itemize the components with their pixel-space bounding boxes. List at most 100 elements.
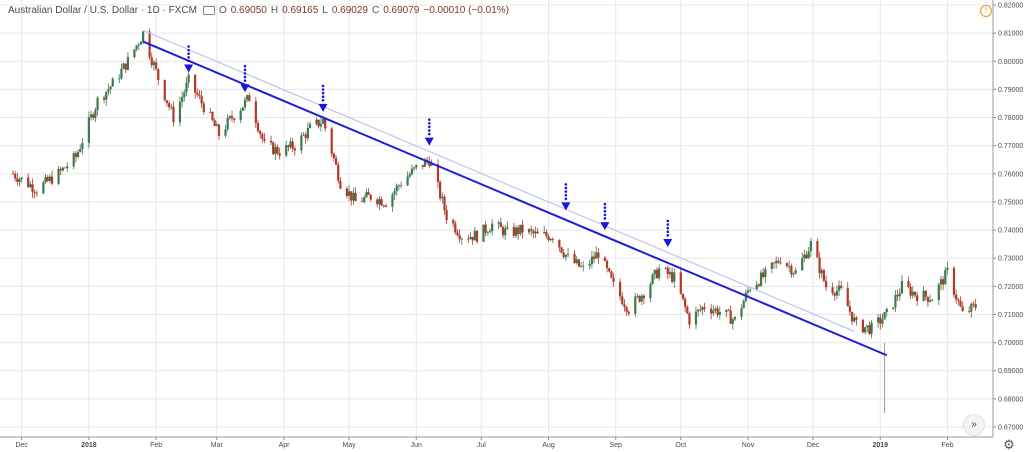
candle-body	[944, 269, 947, 285]
candle-body	[391, 194, 394, 207]
candle-body	[430, 164, 433, 166]
candle-body	[634, 296, 637, 314]
candle-body	[833, 293, 836, 296]
candle-body	[350, 191, 353, 201]
scroll-right-icon[interactable]: »	[963, 414, 985, 436]
candle-body	[384, 205, 388, 207]
candle-body	[627, 311, 630, 314]
candle-body	[638, 295, 641, 302]
candle-body	[603, 257, 607, 261]
candle-body	[484, 224, 487, 233]
eye-icon[interactable]	[202, 6, 215, 15]
candle-body	[922, 290, 925, 301]
candle-body	[651, 274, 654, 285]
candle-body	[269, 140, 273, 143]
candle-body	[248, 95, 251, 102]
candle-body	[688, 313, 691, 325]
candle-body	[666, 267, 669, 275]
time-axis[interactable]: Dec 2018 Feb Mar Apr May Jun Jul Aug Sep Oct Nov Dec…	[0, 436, 993, 449]
candle-body	[718, 312, 721, 315]
candle-body	[770, 262, 773, 269]
candle-body	[911, 291, 914, 296]
candle-body	[668, 272, 672, 275]
gear-icon[interactable]: ⚙	[1003, 437, 1015, 452]
candle-body	[694, 311, 698, 325]
candle-body	[885, 308, 888, 313]
candle-body	[66, 166, 69, 169]
candle-body	[31, 184, 34, 193]
candle-body	[170, 106, 173, 108]
low-label: L	[322, 5, 328, 16]
candle-body	[822, 270, 825, 281]
candle-body	[181, 97, 184, 102]
candle-body	[592, 256, 596, 259]
candle-body	[870, 322, 873, 334]
candle-body	[196, 92, 199, 95]
candle-body	[551, 238, 554, 240]
x-tick-label: Jul	[477, 442, 486, 449]
candle-body	[306, 127, 309, 139]
y-tick-label: 0.74000	[998, 228, 1023, 235]
candle-body	[87, 117, 90, 143]
candle-body	[837, 285, 841, 291]
candle-body	[731, 319, 734, 324]
candle-body	[35, 192, 38, 194]
candle-body	[124, 63, 127, 70]
candle-body	[178, 101, 182, 123]
candlestick-series	[11, 28, 977, 413]
price-axis[interactable]: 0.82000 0.81000 0.80000 0.79000 0.78000 0.770…	[992, 0, 1023, 437]
candle-body	[848, 306, 852, 312]
info-icon[interactable]: !	[980, 5, 992, 17]
touch-arrows	[184, 45, 673, 247]
candle-body	[597, 252, 600, 258]
candle-body	[59, 168, 62, 171]
candle-body	[939, 279, 943, 285]
candle-body	[506, 226, 509, 229]
candle-body	[50, 176, 54, 184]
candle-body	[360, 201, 364, 202]
candle-body	[48, 176, 51, 181]
candle-body	[261, 133, 264, 139]
candle-body	[790, 266, 793, 275]
high-value: 0.69165	[282, 5, 319, 16]
y-tick-label: 0.70000	[998, 340, 1023, 347]
candle-body	[345, 188, 348, 196]
candle-body	[274, 146, 277, 155]
candle-body	[330, 128, 333, 154]
x-tick-label: Dec	[15, 442, 28, 449]
candle-body	[818, 257, 821, 274]
candle-body	[959, 300, 962, 307]
candle-body	[521, 224, 524, 233]
candle-body	[291, 141, 294, 149]
y-tick-label: 0.68000	[998, 396, 1023, 403]
x-tick-label: 2019	[872, 442, 888, 449]
candle-body	[126, 57, 130, 70]
candle-body	[378, 199, 381, 205]
candle-body	[957, 299, 960, 301]
candle-body	[519, 224, 522, 235]
candle-body	[380, 199, 383, 206]
candle-body	[363, 197, 366, 202]
candle-body	[308, 124, 312, 128]
candle-body	[421, 164, 424, 167]
candle-body	[302, 134, 305, 136]
candle-body	[482, 224, 485, 242]
candle-body	[929, 300, 932, 302]
candle-body	[230, 116, 234, 119]
candle-body	[649, 284, 652, 299]
candle-body	[454, 223, 457, 233]
candle-body	[246, 95, 249, 100]
candle-body	[137, 44, 140, 46]
candle-body	[866, 325, 869, 328]
candle-body	[579, 266, 583, 267]
downtrend-line	[142, 40, 888, 357]
y-tick-label: 0.73000	[998, 256, 1023, 263]
candle-body	[272, 142, 275, 155]
candle-body	[746, 290, 750, 293]
y-tick-label: 0.71000	[998, 312, 1023, 319]
candle-body	[640, 295, 643, 302]
candle-body	[460, 238, 463, 240]
candle-body	[475, 231, 479, 242]
candle-body	[241, 107, 244, 111]
